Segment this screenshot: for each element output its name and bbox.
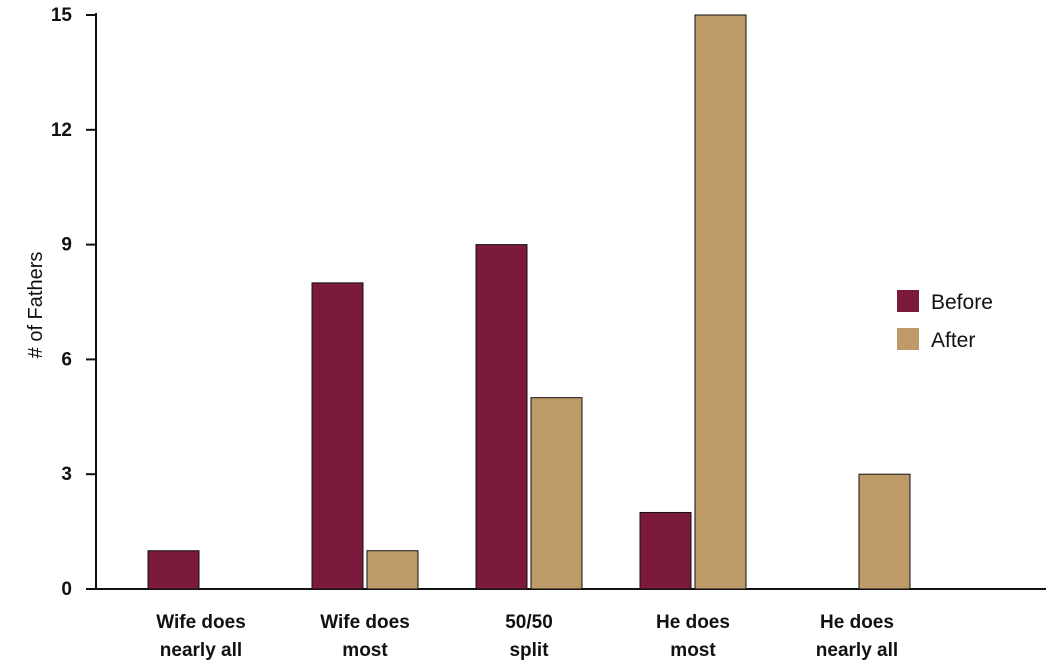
- legend-label-after: After: [931, 329, 975, 352]
- x-labels: Wife does nearly all Wife does most 50/50 spl…: [156, 612, 898, 661]
- legend-swatch-after: [897, 328, 919, 350]
- bar-before-3: [475, 244, 528, 590]
- bar-before-1: [147, 550, 200, 590]
- bar-after-3: [530, 397, 583, 590]
- bar-after-5: [858, 473, 911, 590]
- y-tick-label: 12: [51, 120, 72, 141]
- y-axis-label: # of Fathers: [25, 252, 47, 359]
- y-tick-label: 3: [61, 464, 72, 485]
- y-ticks: 0 3 6 9 12 15: [51, 5, 96, 600]
- x-category-label: Wife does nearly all: [156, 612, 246, 661]
- y-tick-label: 6: [61, 349, 72, 370]
- legend: Before After: [897, 290, 993, 352]
- y-tick-label: 15: [51, 5, 73, 26]
- x-category-label: Wife does most: [320, 612, 410, 661]
- x-category-label: He does most: [656, 612, 730, 661]
- bars: [147, 14, 911, 590]
- x-category-label: He does nearly all: [816, 612, 898, 661]
- y-tick-label: 9: [61, 235, 72, 256]
- bar-after-2: [366, 550, 419, 590]
- bar-before-4: [639, 511, 692, 590]
- x-category-label: 50/50 split: [505, 612, 553, 661]
- legend-swatch-before: [897, 290, 919, 312]
- bar-after-4: [694, 14, 747, 590]
- legend-label-before: Before: [931, 291, 993, 314]
- y-tick-label: 0: [61, 579, 72, 600]
- bar-before-2: [311, 282, 364, 590]
